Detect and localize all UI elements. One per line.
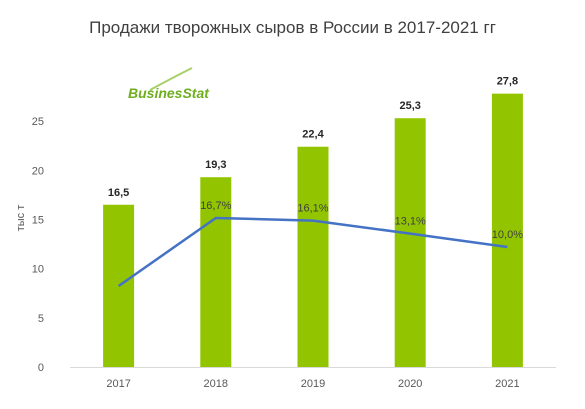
growth-value-label: 16,7% [200, 200, 231, 212]
bar [491, 93, 523, 367]
bar-value-label: 25,3 [399, 100, 420, 112]
chart-title: Продажи творожных сыров в России в 2017-… [89, 18, 496, 37]
bar-value-label: 16,5 [108, 187, 129, 199]
y-ticks: 0 5 10 15 20 25 [32, 116, 44, 374]
y-tick-label: 0 [38, 362, 44, 374]
growth-line [117, 216, 508, 288]
x-tick-label: 2017 [106, 378, 130, 390]
x-tick-label: 2018 [204, 378, 228, 390]
y-tick-label: 15 [32, 215, 44, 227]
businesstat-logo: BusinesStat [128, 67, 210, 101]
x-tick-label: 2021 [495, 378, 519, 390]
x-tick-label: 2019 [301, 378, 325, 390]
bar-value-label: 19,3 [205, 159, 226, 171]
logo-text: BusinesStat [128, 85, 210, 101]
y-axis-label: тыс т [15, 205, 27, 232]
bar-value-label: 22,4 [302, 129, 324, 141]
y-tick-label: 10 [32, 264, 44, 276]
bar [394, 118, 426, 367]
y-tick-label: 20 [32, 165, 44, 177]
bar [297, 146, 329, 367]
y-tick-label: 5 [38, 313, 44, 325]
y-tick-label: 25 [32, 116, 44, 128]
bar-labels: 16,5 19,3 22,4 25,3 27,8 [108, 76, 518, 199]
growth-value-label: 13,1% [395, 216, 426, 228]
logo-swoosh-icon [149, 67, 193, 91]
growth-value-label: 16,1% [297, 203, 328, 215]
growth-series-line [117, 216, 508, 288]
bar-value-label: 27,8 [497, 76, 518, 88]
x-ticks: 2017 2018 2019 2020 2021 [106, 378, 519, 390]
x-tick-label: 2020 [398, 378, 422, 390]
bar [200, 177, 232, 367]
growth-labels: 16,7% 16,1% 13,1% 10,0% [200, 200, 523, 241]
growth-value-label: 10,0% [492, 229, 523, 241]
